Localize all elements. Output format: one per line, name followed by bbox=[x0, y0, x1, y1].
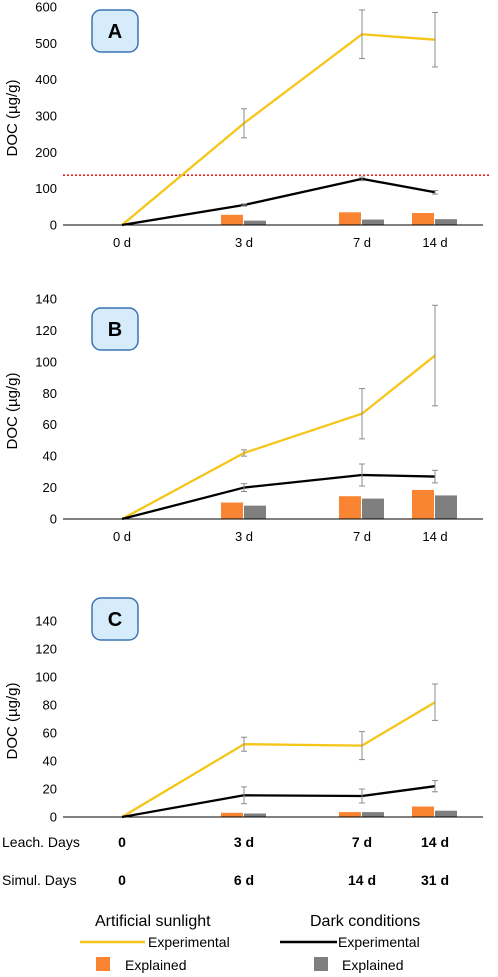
bar bbox=[435, 810, 457, 817]
y-tick-label: 100 bbox=[35, 354, 57, 369]
y-tick-label: 120 bbox=[35, 642, 57, 657]
y-tick-label: 100 bbox=[35, 670, 57, 685]
series-line bbox=[121, 33, 436, 226]
x-tick-label: 3 d bbox=[235, 529, 253, 544]
series-line bbox=[121, 701, 436, 818]
x-tick-label: 0 d bbox=[113, 529, 131, 544]
series-line bbox=[121, 354, 436, 521]
panel-label: C bbox=[108, 609, 122, 631]
y-tick-label: 0 bbox=[50, 512, 57, 527]
bar bbox=[339, 496, 361, 519]
y-tick-label: 60 bbox=[43, 726, 57, 741]
y-tick-label: 80 bbox=[43, 698, 57, 713]
simul-days-label: Simul. Days bbox=[2, 872, 77, 888]
series-line bbox=[121, 785, 436, 819]
x-tick-label: 3 d bbox=[235, 235, 253, 250]
y-tick-label: 300 bbox=[35, 109, 57, 124]
simul-days-value: 31 d bbox=[421, 872, 449, 888]
simul-days-value: 14 d bbox=[348, 872, 376, 888]
y-tick-label: 140 bbox=[35, 614, 57, 629]
y-tick-label: 140 bbox=[35, 292, 57, 307]
panel-label: B bbox=[108, 319, 122, 341]
bar bbox=[221, 502, 243, 519]
y-tick-label: 100 bbox=[35, 181, 57, 196]
x-tick-label: 7 d bbox=[353, 529, 371, 544]
legend-dark-bar-label: Explained bbox=[342, 957, 404, 973]
bar bbox=[362, 812, 384, 817]
leach-days-label: Leach. Days bbox=[2, 834, 80, 850]
y-tick-label: 500 bbox=[35, 36, 57, 51]
x-tick-label: 7 d bbox=[353, 235, 371, 250]
x-tick-label: 14 d bbox=[422, 235, 447, 250]
x-tick-label: 7 d bbox=[352, 834, 372, 850]
x-tick-label: 14 d bbox=[422, 529, 447, 544]
panel-badge bbox=[91, 9, 139, 53]
bar bbox=[339, 212, 361, 225]
y-tick-label: 200 bbox=[35, 145, 57, 160]
legend-sunlight-bar-label: Explained bbox=[125, 957, 187, 973]
series-line bbox=[121, 473, 436, 521]
y-axis-label: DOC (µg/g) bbox=[4, 683, 21, 760]
chart-panel-b: 0 20 40 60 80 100 120 140 DOC (µg/g) 0 d 3 d 7 d 14 … bbox=[4, 292, 483, 544]
y-tick-label: 80 bbox=[43, 386, 57, 401]
y-tick-label: 40 bbox=[43, 754, 57, 769]
bar bbox=[362, 498, 384, 519]
legend: Artificial sunlight Dark conditions Expe… bbox=[80, 913, 420, 973]
y-tick-label: 40 bbox=[43, 449, 57, 464]
y-tick-label: 20 bbox=[43, 480, 57, 495]
simul-days-values: 0 6 d 14 d 31 d bbox=[118, 872, 449, 888]
simul-days-value: 0 bbox=[118, 872, 126, 888]
chart-panel-c: 0 20 40 60 80 100 120 140 DOC (µg/g) 0 3 d 7 d 14 d C bbox=[4, 597, 483, 850]
y-tick-label: 400 bbox=[35, 72, 57, 87]
x-tick-label: 14 d bbox=[421, 834, 449, 850]
y-tick-label: 0 bbox=[50, 218, 57, 233]
legend-dark-line-label: Experimental bbox=[338, 934, 420, 950]
y-tick-label: 600 bbox=[35, 0, 57, 15]
legend-dark-bar-swatch bbox=[314, 957, 328, 971]
bar bbox=[435, 495, 457, 519]
y-tick-label: 0 bbox=[50, 810, 57, 825]
series-line bbox=[121, 177, 436, 227]
panel-label: A bbox=[108, 21, 122, 43]
bar bbox=[435, 219, 457, 225]
simul-days-value: 6 d bbox=[234, 872, 254, 888]
y-axis-label: DOC (µg/g) bbox=[4, 80, 21, 157]
legend-sunlight-line-label: Experimental bbox=[148, 934, 230, 950]
y-tick-label: 60 bbox=[43, 417, 57, 432]
y-axis-label: DOC (µg/g) bbox=[4, 373, 21, 450]
bar bbox=[244, 220, 266, 225]
panel-badge bbox=[91, 307, 139, 351]
bar bbox=[221, 812, 243, 817]
x-tick-label: 3 d bbox=[234, 834, 254, 850]
legend-sunlight-bar-swatch bbox=[96, 957, 110, 971]
bottom-rows: Leach. Days Simul. Days 0 6 d 14 d 31 d bbox=[2, 834, 449, 888]
bar bbox=[339, 812, 361, 817]
bar bbox=[221, 214, 243, 225]
bar bbox=[412, 213, 434, 225]
y-tick-label: 20 bbox=[43, 782, 57, 797]
legend-dark-title: Dark conditions bbox=[310, 913, 420, 930]
bar bbox=[412, 806, 434, 817]
legend-sunlight-title: Artificial sunlight bbox=[95, 913, 211, 930]
x-tick-label: 0 d bbox=[113, 235, 131, 250]
chart-panel-a: 0 100 200 300 400 500 600 DOC (µg/g) 0 d 3 d 7 d 14… bbox=[4, 0, 489, 250]
x-tick-label: 0 bbox=[118, 834, 126, 850]
bar bbox=[412, 489, 434, 519]
bar bbox=[244, 505, 266, 519]
panel-badge bbox=[91, 597, 139, 641]
bar bbox=[244, 813, 266, 817]
bar bbox=[362, 219, 384, 225]
y-tick-label: 120 bbox=[35, 323, 57, 338]
